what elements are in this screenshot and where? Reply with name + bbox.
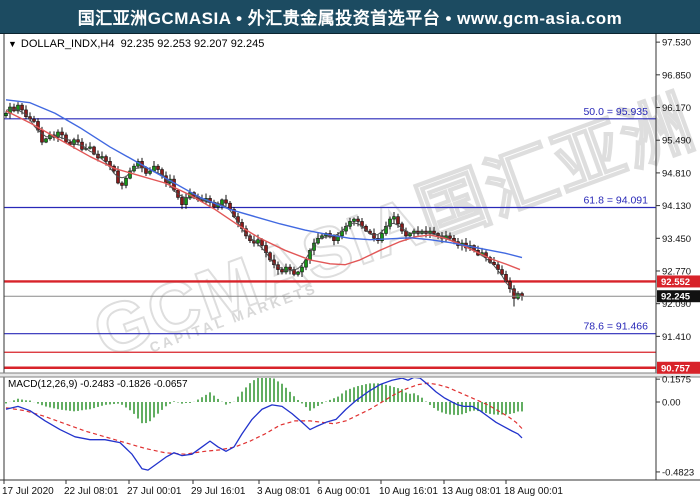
svg-text:97.530: 97.530 [662, 38, 691, 49]
svg-text:3 Aug 08:01: 3 Aug 08:01 [257, 486, 311, 497]
price-axis[interactable]: 97.530 96.850 96.170 95.490 94.810 94.130 93.4… [656, 38, 700, 375]
macd-axis: 0.1575 0.00 -0.4823 [656, 375, 694, 478]
svg-text:92.770: 92.770 [662, 266, 691, 277]
svg-text:0.1575: 0.1575 [662, 375, 691, 386]
chart-header: ▼ DOLLAR_INDX,H4 92.235 92.253 92.207 92.… [8, 38, 264, 50]
symbol-dropdown-icon[interactable]: ▼ [8, 39, 17, 49]
candles-layer [4, 102, 524, 307]
moving-averages-layer [5, 99, 523, 297]
svg-text:18 Aug 00:01: 18 Aug 00:01 [504, 486, 563, 497]
brand-banner: 国汇亚洲GCMASIA • 外汇贵金属投资首选平台 • www.gcm-asia… [0, 0, 700, 34]
svg-text:10 Aug 16:01: 10 Aug 16:01 [379, 486, 438, 497]
svg-text:-0.4823: -0.4823 [662, 467, 694, 478]
ohlc-quotes: 92.235 92.253 92.207 92.245 [120, 38, 265, 50]
svg-text:6 Aug 00:01: 6 Aug 00:01 [317, 486, 371, 497]
macd-indicator-label: MACD(12,26,9) -0.2483 -0.1826 -0.0657 [8, 379, 188, 390]
svg-text:90.757: 90.757 [661, 363, 690, 374]
svg-text:94.130: 94.130 [662, 201, 691, 212]
svg-text:96.850: 96.850 [662, 70, 691, 81]
svg-text:61.8 = 94.091: 61.8 = 94.091 [583, 194, 648, 206]
svg-text:92.552: 92.552 [661, 277, 690, 288]
banner-text: 国汇亚洲GCMASIA • 外汇贵金属投资首选平台 • www.gcm-asia… [77, 9, 623, 28]
macd-layer [5, 378, 523, 471]
macd-values: -0.2483 -0.1826 -0.0657 [80, 379, 188, 390]
svg-text:96.170: 96.170 [662, 103, 691, 114]
svg-text:27 Jul 00:01: 27 Jul 00:01 [127, 486, 182, 497]
svg-text:94.810: 94.810 [662, 168, 691, 179]
svg-text:0.00: 0.00 [662, 398, 681, 409]
svg-text:17 Jul 2020: 17 Jul 2020 [2, 486, 54, 497]
macd-name: MACD(12,26,9) [8, 379, 78, 390]
symbol-title: DOLLAR_INDX,H4 [20, 38, 115, 50]
time-axis[interactable]: 17 Jul 2020 22 Jul 08:01 27 Jul 00:01 29 Ju… [2, 480, 563, 497]
svg-text:92.245: 92.245 [661, 292, 691, 303]
svg-text:91.410: 91.410 [662, 332, 691, 343]
svg-text:50.0 = 95.935: 50.0 = 95.935 [583, 106, 648, 118]
svg-text:95.490: 95.490 [662, 136, 691, 147]
svg-text:29 Jul 16:01: 29 Jul 16:01 [191, 486, 246, 497]
svg-text:13 Aug 08:01: 13 Aug 08:01 [442, 486, 501, 497]
svg-text:93.450: 93.450 [662, 234, 691, 245]
svg-text:92.090: 92.090 [662, 299, 691, 310]
svg-text:22 Jul 08:01: 22 Jul 08:01 [64, 486, 119, 497]
svg-text:78.6 = 91.466: 78.6 = 91.466 [583, 321, 648, 333]
panel-borders [0, 32, 700, 481]
level-lines-layer: 50.0 = 95.935 61.8 = 94.091 78.6 = 91.466 [4, 106, 656, 369]
